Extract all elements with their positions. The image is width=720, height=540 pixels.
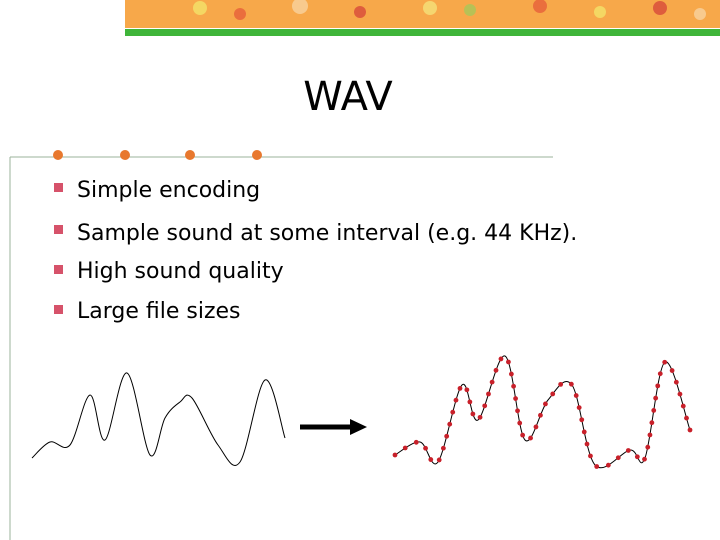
sample-points (392, 356, 693, 469)
sample-dot (413, 439, 419, 445)
sample-dot (687, 427, 693, 433)
sample-dot (543, 401, 548, 407)
bullet-marker (54, 225, 63, 234)
sample-dot (645, 444, 651, 450)
sample-dot (447, 421, 453, 427)
sample-dot (467, 399, 473, 405)
sample-dot (477, 414, 483, 420)
sample-dot (573, 393, 579, 398)
sample-dot (533, 424, 539, 430)
sample-dot (511, 383, 516, 389)
sample-dot (520, 432, 526, 438)
sample-dot (498, 356, 504, 362)
sample-dot (444, 433, 450, 439)
sample-dot (662, 359, 668, 365)
sampled-wave (394, 355, 691, 469)
slide-title: WAV (303, 74, 393, 120)
bullet-text: Large file sizes (77, 299, 241, 324)
sample-dot (625, 448, 631, 453)
sample-dot (453, 397, 459, 403)
divider-dots (53, 150, 262, 160)
banner-flowers (193, 0, 706, 20)
sample-dot (457, 385, 463, 391)
sample-dot (605, 462, 611, 468)
banner-line (125, 29, 720, 36)
sample-dot (581, 429, 587, 435)
bullet-marker (54, 305, 63, 314)
sample-dot (647, 432, 653, 438)
sample-dot (517, 420, 523, 426)
sample-dot (684, 415, 689, 421)
sample-dot (673, 379, 679, 385)
sample-dot (515, 408, 520, 414)
sample-dot (649, 420, 655, 426)
sample-dot (489, 379, 495, 385)
sample-dot (558, 381, 564, 387)
banner (125, 0, 720, 28)
sample-dot (568, 381, 574, 387)
sample-dot (493, 367, 499, 373)
bullet-text: High sound quality (77, 259, 284, 284)
sample-dot (588, 453, 593, 459)
sample-dot (436, 457, 442, 463)
bullet-text: Simple encoding (77, 178, 260, 203)
sample-dot (486, 391, 491, 397)
sample-dot (392, 452, 398, 458)
sample-dot (482, 403, 488, 409)
sample-dot (528, 435, 533, 441)
sample-dot (657, 371, 663, 377)
bullet-list: Simple encoding Sample sound at some int… (54, 178, 577, 324)
sample-dot (428, 457, 434, 462)
sample-dot (594, 464, 600, 469)
sample-dot (642, 456, 647, 462)
sample-dot (538, 412, 543, 418)
sample-dot (669, 368, 675, 373)
sample-dot (579, 417, 585, 423)
sample-dot (550, 391, 556, 397)
sample-dot (506, 359, 511, 365)
sample-dot (450, 409, 456, 415)
sample-dot (576, 405, 582, 410)
sample-dot (440, 445, 446, 451)
sample-dot (677, 391, 683, 397)
sample-dot (423, 445, 428, 451)
sample-dot (615, 455, 621, 461)
bullet-marker (54, 265, 63, 274)
sample-dot (655, 383, 661, 389)
sample-dot (470, 411, 476, 417)
bullet-marker (54, 183, 63, 192)
analog-wave (31, 372, 286, 466)
sample-dot (513, 396, 518, 401)
sample-dot (651, 408, 657, 413)
sample-dot (584, 441, 590, 447)
bullet-text: Sample sound at some interval (e.g. 44 K… (77, 221, 577, 246)
sample-dot (680, 403, 686, 409)
sample-dot (402, 445, 408, 451)
arrow-head (350, 419, 367, 435)
sample-dot (653, 395, 659, 401)
sample-dot (634, 454, 640, 460)
sample-dot (508, 371, 514, 377)
sample-dot (464, 387, 470, 393)
